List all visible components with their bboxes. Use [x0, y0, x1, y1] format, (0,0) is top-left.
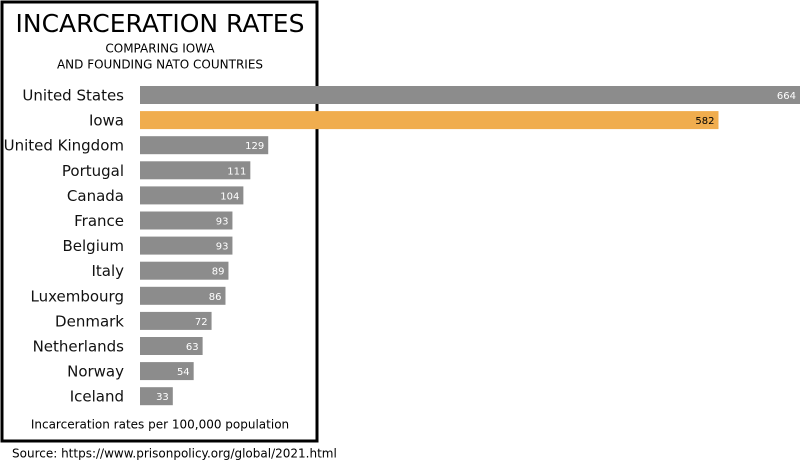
bar [140, 311, 212, 330]
value-label: 72 [195, 317, 208, 328]
value-label: 93 [216, 242, 229, 253]
category-label: Portugal [62, 162, 124, 180]
source: Source: https://www.prisonpolicy.org/glo… [12, 447, 337, 461]
value-label: 89 [212, 267, 225, 278]
value-label: 54 [177, 367, 190, 378]
chart-subtitle: AND FOUNDING NATO COUNTRIES [57, 58, 263, 72]
category-label: United Kingdom [4, 137, 124, 155]
category-label: Canada [67, 187, 124, 205]
category-label: Italy [91, 262, 124, 280]
bar [140, 362, 194, 381]
bar [140, 211, 233, 230]
value-label: 86 [209, 292, 222, 303]
bar [140, 261, 229, 280]
category-label: Luxembourg [31, 287, 125, 305]
bar [140, 86, 800, 104]
value-label: 104 [220, 191, 239, 202]
bar [140, 236, 233, 255]
value-label: 33 [156, 392, 169, 403]
chart-title: INCARCERATION RATES [16, 9, 305, 38]
note: Incarceration rates per 100,000 populati… [31, 418, 289, 432]
category-label: Iceland [70, 388, 124, 406]
category-label: United States [22, 87, 124, 105]
category-label: France [74, 212, 124, 230]
category-label: Netherlands [33, 338, 125, 356]
category-label: Norway [67, 363, 124, 381]
bar [140, 186, 244, 205]
bar [140, 387, 173, 406]
category-label: Denmark [55, 312, 124, 330]
value-label: 129 [245, 141, 264, 152]
frame [0, 0, 319, 443]
bar [140, 136, 269, 155]
category-label: Iowa [89, 112, 124, 130]
bar [140, 286, 226, 305]
bar [140, 161, 251, 180]
chart-subtitle: COMPARING IOWA [105, 42, 215, 56]
bar [140, 337, 203, 355]
value-label: 111 [227, 166, 246, 177]
value-label: 63 [186, 342, 199, 353]
value-label: 582 [695, 116, 714, 127]
bar [140, 111, 719, 130]
value-label: 664 [777, 91, 796, 102]
value-label: 93 [216, 217, 229, 228]
category-label: Belgium [63, 237, 125, 255]
